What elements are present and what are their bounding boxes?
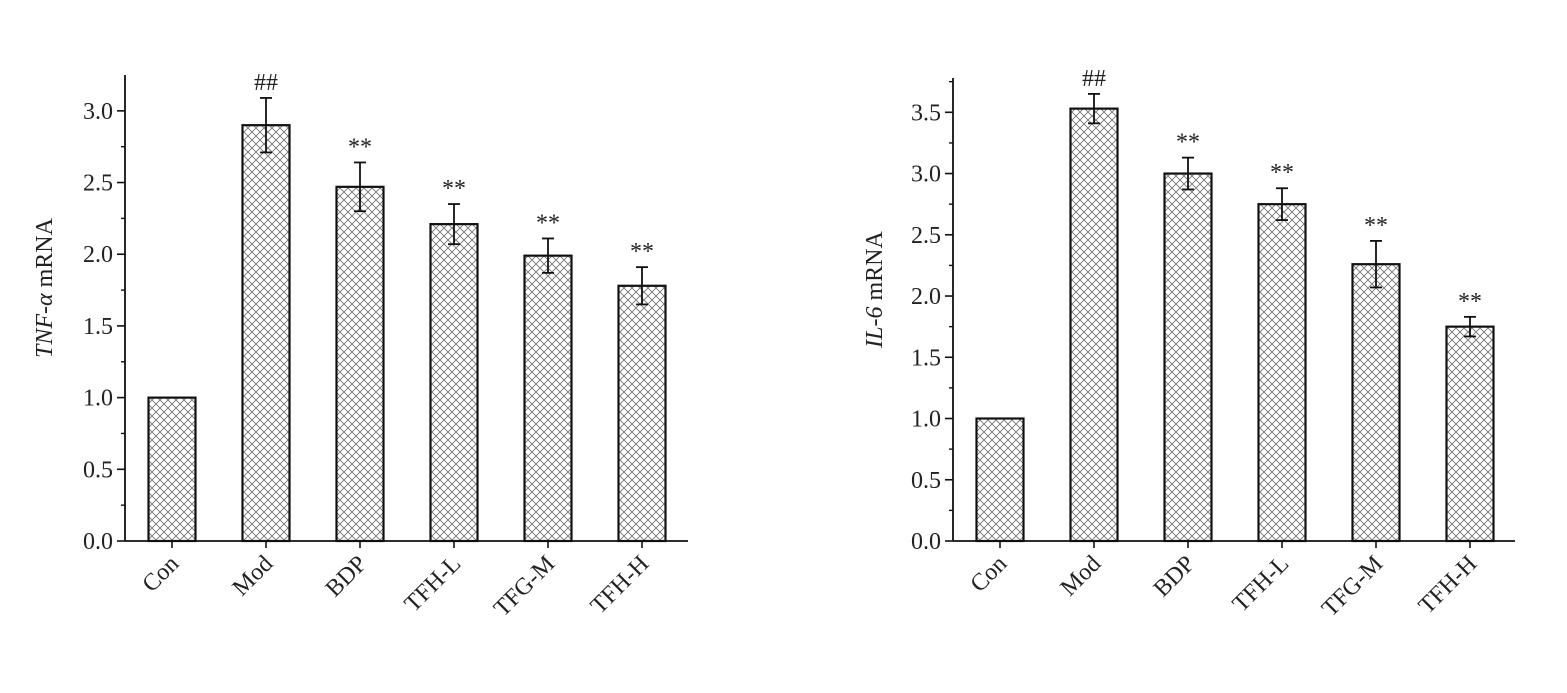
- bar-bdp: [1163, 172, 1213, 543]
- x-tick-label: TFH-L: [1228, 551, 1294, 617]
- y-tick-label: 2.5: [83, 171, 113, 197]
- bar-tfh-l: [429, 223, 479, 543]
- bar-tfh-l: [1257, 203, 1307, 543]
- x-tick-label: Mod: [1056, 551, 1106, 601]
- error-bar: [1088, 93, 1100, 125]
- significance-label: **: [1270, 160, 1294, 186]
- bar-mod: [241, 124, 291, 543]
- y-tick-label: 3.0: [911, 162, 941, 188]
- significance-label: ##: [254, 70, 278, 96]
- x-tick-label: TFH-H: [1414, 551, 1482, 619]
- significance-label: **: [536, 210, 560, 236]
- x-tick-label: Con: [966, 551, 1013, 598]
- significance-label: **: [348, 134, 372, 160]
- y-tick-label: 0.0: [911, 529, 941, 555]
- y-tick-label: 3.5: [911, 100, 941, 126]
- y-tick-label: 2.0: [911, 284, 941, 310]
- y-axis-label: IL-6 mRNA: [862, 230, 888, 348]
- error-bar: [448, 203, 460, 246]
- significance-label: **: [1364, 213, 1388, 239]
- bar-con: [147, 396, 197, 543]
- error-bar: [260, 97, 272, 154]
- y-axis-label: TNF-α mRNA: [32, 217, 58, 358]
- bar-tfh-h: [617, 284, 667, 543]
- significance-label: **: [442, 176, 466, 202]
- y-tick-label: 1.5: [911, 345, 941, 371]
- x-tick-label: BDP: [321, 551, 372, 602]
- x-tick-label: TFH-H: [586, 551, 654, 619]
- error-bar: [636, 266, 648, 306]
- tnf-alpha-chart: ## ** ** ** ** 0.0 0.5 1.0 1.5 2.0 2.5 3.0 Con Mod BDP…: [32, 70, 688, 622]
- y-tick-label: 0.0: [83, 529, 113, 555]
- error-bar: [1182, 156, 1194, 191]
- bar-con: [975, 417, 1025, 543]
- bar-tfg-m: [1351, 263, 1401, 543]
- bar-bdp: [335, 185, 385, 543]
- y-tick-label: 1.0: [911, 407, 941, 433]
- x-tick-label: BDP: [1149, 551, 1200, 602]
- error-bar: [1276, 187, 1288, 221]
- significance-label: **: [630, 239, 654, 265]
- bar-tfh-h: [1445, 325, 1495, 543]
- bar-mod: [1069, 107, 1119, 543]
- error-bar: [354, 161, 366, 213]
- bar-tfg-m: [523, 254, 573, 543]
- x-tick-label: Con: [138, 551, 185, 598]
- error-bar: [1464, 315, 1476, 338]
- y-tick-label: 3.0: [83, 99, 113, 125]
- significance-label: **: [1458, 289, 1482, 315]
- error-bar: [542, 237, 554, 274]
- y-tick-label: 2.0: [83, 242, 113, 268]
- y-tick-label: 1.5: [83, 314, 113, 340]
- significance-label: ##: [1082, 66, 1106, 92]
- x-tick-label: TFG-M: [1317, 551, 1388, 622]
- x-tick-label: TFH-L: [400, 551, 466, 617]
- x-tick-label: Mod: [228, 551, 278, 601]
- y-tick-label: 0.5: [83, 457, 113, 483]
- y-tick-label: 2.5: [911, 223, 941, 249]
- y-tick-label: 0.5: [911, 468, 941, 494]
- error-bar: [1370, 240, 1382, 289]
- x-tick-label: TFG-M: [489, 551, 560, 622]
- y-tick-label: 1.0: [83, 386, 113, 412]
- il-6-chart: ## ** ** ** ** 0.0 0.5 1.0 1.5 2.0 2.5 3.0 3.5 Con Mod…: [862, 66, 1515, 622]
- significance-label: **: [1176, 130, 1200, 156]
